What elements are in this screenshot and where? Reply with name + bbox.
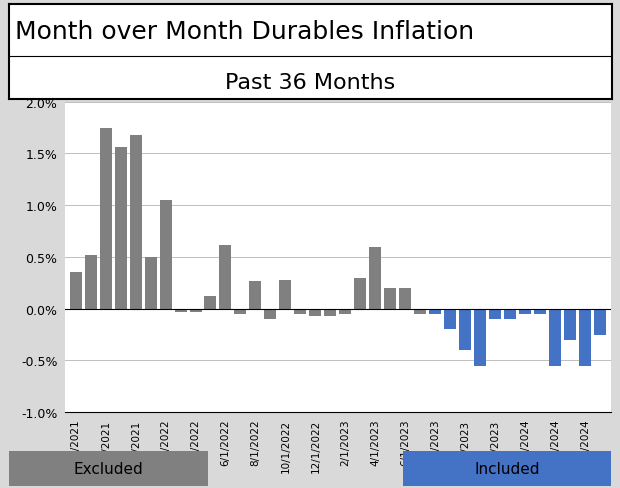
Bar xyxy=(159,201,172,309)
Bar xyxy=(429,309,441,314)
Bar xyxy=(294,309,306,314)
Bar xyxy=(174,309,187,312)
Bar xyxy=(355,278,366,309)
Bar xyxy=(564,309,576,340)
Text: Excluded: Excluded xyxy=(74,461,143,476)
Bar xyxy=(339,309,352,314)
Bar xyxy=(144,257,156,309)
Bar xyxy=(445,309,456,330)
Bar xyxy=(190,309,202,312)
Bar xyxy=(280,280,291,309)
Bar xyxy=(234,309,247,314)
Bar xyxy=(534,309,546,314)
Bar xyxy=(69,273,82,309)
Bar xyxy=(309,309,321,316)
Bar xyxy=(474,309,486,366)
Text: Included: Included xyxy=(474,461,539,476)
Bar xyxy=(130,136,141,309)
Bar xyxy=(324,309,337,316)
Bar xyxy=(100,128,112,309)
Bar xyxy=(504,309,516,319)
Bar xyxy=(115,148,126,309)
Bar xyxy=(249,281,262,309)
Text: Month over Month Durables Inflation: Month over Month Durables Inflation xyxy=(16,20,474,43)
Bar xyxy=(520,309,531,314)
Bar xyxy=(265,309,277,319)
Bar xyxy=(459,309,471,350)
Bar xyxy=(219,245,231,309)
Bar xyxy=(399,288,411,309)
Bar xyxy=(579,309,591,366)
Bar xyxy=(205,297,216,309)
Bar xyxy=(489,309,502,319)
Bar xyxy=(594,309,606,335)
Text: Past 36 Months: Past 36 Months xyxy=(226,73,396,93)
Bar xyxy=(84,255,97,309)
Bar xyxy=(370,247,381,309)
Bar xyxy=(414,309,427,314)
Bar xyxy=(384,288,396,309)
Bar xyxy=(549,309,561,366)
